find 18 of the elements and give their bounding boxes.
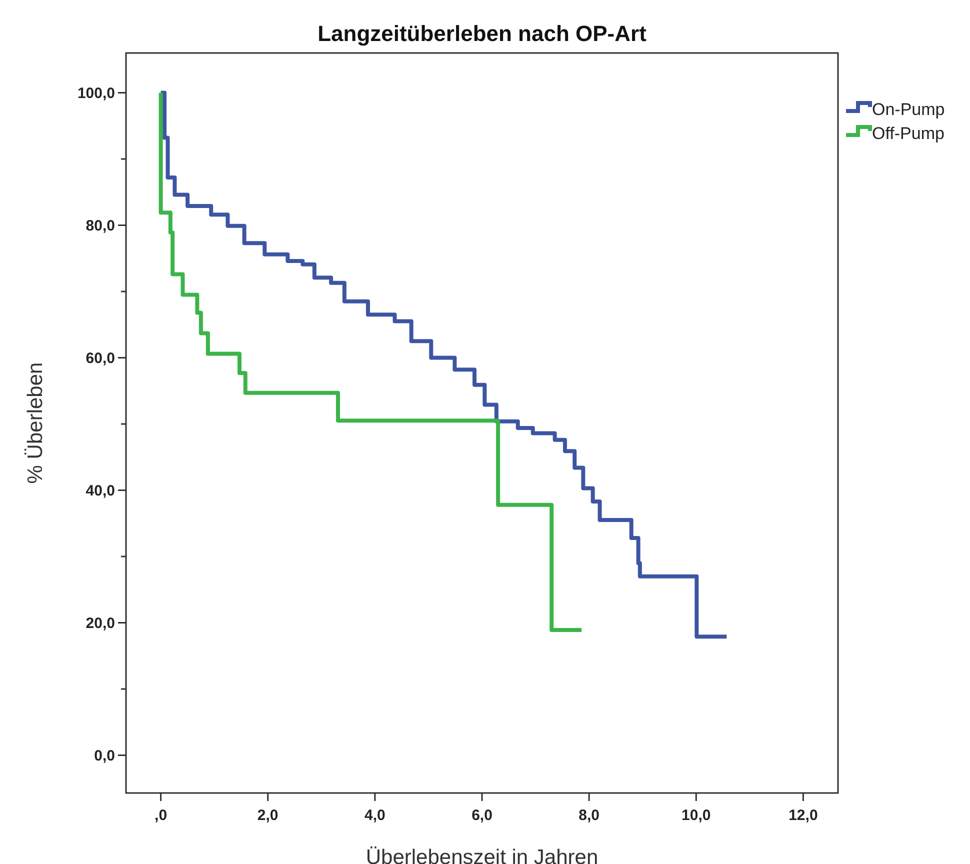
y-axis-title: % Überleben (24, 362, 47, 484)
x-axis-title: Überlebenszeit in Jahren (366, 846, 598, 864)
x-tick-label: 10,0 (682, 807, 711, 824)
y-tick-label: 60,0 (86, 350, 115, 367)
x-tick-label: ,0 (154, 807, 168, 824)
legend-label: On-Pump (872, 100, 945, 119)
x-tick-label: 6,0 (472, 807, 492, 824)
x-tick-label: 12,0 (788, 807, 818, 824)
y-tick-label: 20,0 (86, 614, 115, 632)
chart-title: Langzeitüberleben nach OP-Art (318, 21, 648, 46)
legend-label: Off-Pump (872, 124, 944, 143)
x-tick-label: 8,0 (578, 807, 600, 824)
y-tick-label: 80,0 (86, 217, 115, 234)
x-tick-label: 2,0 (257, 807, 278, 824)
y-tick-label: 100,0 (77, 85, 115, 102)
x-tick-label: 4,0 (364, 807, 386, 824)
y-tick-label: 40,0 (86, 482, 115, 500)
y-tick-label: 0,0 (94, 747, 115, 764)
